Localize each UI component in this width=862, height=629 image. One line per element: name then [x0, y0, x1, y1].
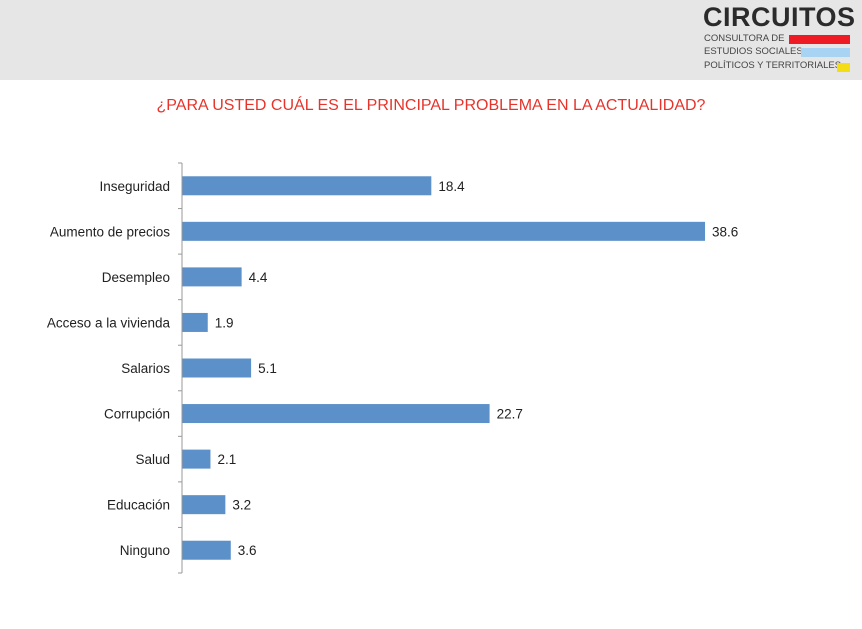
category-label: Educación	[107, 498, 170, 513]
bar	[182, 449, 211, 469]
data-label: 22.7	[497, 407, 523, 422]
category-label: Ninguno	[120, 543, 170, 558]
category-label: Aumento de precios	[50, 224, 170, 239]
data-label: 38.6	[712, 224, 738, 239]
bar	[182, 176, 432, 196]
data-label: 3.2	[232, 498, 251, 513]
bar	[182, 312, 208, 332]
data-label: 2.1	[217, 452, 236, 467]
logo-line-1: CONSULTORA DE	[704, 33, 785, 44]
bar	[182, 540, 231, 560]
bar	[182, 404, 490, 424]
data-label: 5.1	[258, 361, 277, 376]
bar	[182, 358, 252, 378]
data-label: 18.4	[438, 179, 465, 194]
category-label: Corrupción	[104, 407, 170, 422]
logo-red-swatch	[789, 35, 850, 44]
category-label: Salarios	[121, 361, 170, 376]
circuitos-logo: CIRCUITOS CONSULTORA DE ESTUDIOS SOCIALE…	[703, 2, 855, 76]
logo-yellow-swatch	[837, 63, 850, 72]
header-band	[0, 0, 862, 80]
category-label: Inseguridad	[99, 179, 170, 194]
data-label: 3.6	[238, 543, 257, 558]
category-label: Desempleo	[102, 270, 170, 285]
data-label: 4.4	[249, 270, 268, 285]
bar	[182, 495, 226, 515]
logo-line-3: POLÍTICOS Y TERRITORIALES	[704, 60, 842, 71]
data-label: 1.9	[215, 315, 234, 330]
logo-line-2: ESTUDIOS SOCIALES,	[704, 46, 806, 57]
bar	[182, 267, 242, 287]
category-label: Salud	[135, 452, 170, 467]
bar	[182, 221, 706, 241]
logo-blue-swatch	[801, 48, 850, 57]
chart-title: ¿PARA USTED CUÁL ES EL PRINCIPAL PROBLEM…	[156, 97, 706, 114]
category-label: Acceso a la vivienda	[47, 315, 171, 330]
logo-name: CIRCUITOS	[703, 2, 856, 32]
